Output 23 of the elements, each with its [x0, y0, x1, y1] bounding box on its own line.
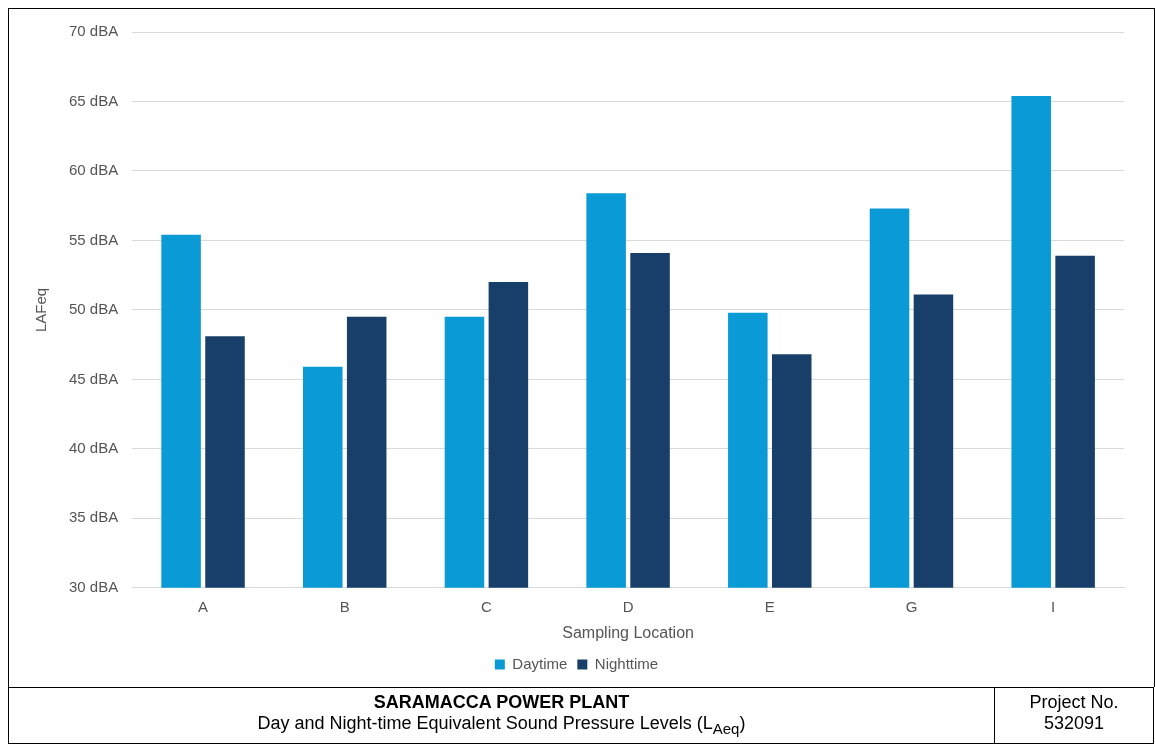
x-tick-label: D	[622, 597, 634, 615]
y-tick-label: 65 dBA	[68, 91, 119, 109]
x-axis-title: Sampling Location	[562, 623, 694, 641]
y-tick-label: 50 dBA	[68, 300, 119, 318]
y-tick-label: 70 dBA	[68, 22, 119, 40]
y-axis-title: LAFeq	[32, 287, 50, 332]
y-tick-label: 35 dBA	[68, 508, 119, 526]
x-tick-label: C	[481, 597, 492, 615]
text: Project No. 532091	[1028, 692, 1120, 734]
y-tick-label: 40 dBA	[68, 438, 119, 456]
y-tick-label: 45 dBA	[68, 369, 119, 387]
y-tick-label: 55 dBA	[68, 230, 119, 248]
x-tick-label: A	[198, 597, 209, 615]
x-tick-label: B	[339, 597, 350, 615]
y-tick-label: 60 dBA	[68, 161, 119, 179]
x-tick-label: E	[764, 597, 775, 615]
y-tick-label: 30 dBA	[68, 577, 119, 595]
text: Day and Night-time Equivalent Sound Pressure Levels (L$_{Aeq}$)	[257, 713, 746, 737]
x-tick-label: I	[1051, 597, 1056, 615]
legend-label: Nighttime	[594, 654, 659, 672]
text: SARAMACCA POWER PLANT	[373, 692, 630, 712]
x-tick-label: G	[905, 597, 918, 615]
legend-label: Daytime	[512, 654, 568, 672]
